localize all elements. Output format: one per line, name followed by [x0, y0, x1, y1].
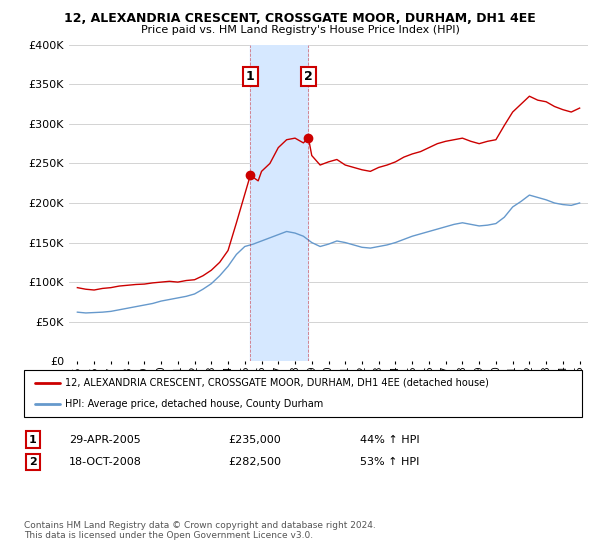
Bar: [250, 45, 308, 361]
Text: £282,500: £282,500: [228, 457, 281, 467]
Text: £235,000: £235,000: [228, 435, 281, 445]
Text: 29-APR-2005: 29-APR-2005: [69, 435, 141, 445]
Text: 1: 1: [29, 435, 37, 445]
Text: 44% ↑ HPI: 44% ↑ HPI: [360, 435, 419, 445]
Text: 53% ↑ HPI: 53% ↑ HPI: [360, 457, 419, 467]
Text: HPI: Average price, detached house, County Durham: HPI: Average price, detached house, Coun…: [65, 399, 323, 409]
Text: 12, ALEXANDRIA CRESCENT, CROSSGATE MOOR, DURHAM, DH1 4EE (detached house): 12, ALEXANDRIA CRESCENT, CROSSGATE MOOR,…: [65, 378, 488, 388]
Text: 2: 2: [29, 457, 37, 467]
Text: Contains HM Land Registry data © Crown copyright and database right 2024.
This d: Contains HM Land Registry data © Crown c…: [24, 521, 376, 540]
Text: 1: 1: [246, 70, 254, 83]
Text: 18-OCT-2008: 18-OCT-2008: [69, 457, 142, 467]
Text: 12, ALEXANDRIA CRESCENT, CROSSGATE MOOR, DURHAM, DH1 4EE: 12, ALEXANDRIA CRESCENT, CROSSGATE MOOR,…: [64, 12, 536, 25]
Text: 2: 2: [304, 70, 313, 83]
Text: Price paid vs. HM Land Registry's House Price Index (HPI): Price paid vs. HM Land Registry's House …: [140, 25, 460, 35]
